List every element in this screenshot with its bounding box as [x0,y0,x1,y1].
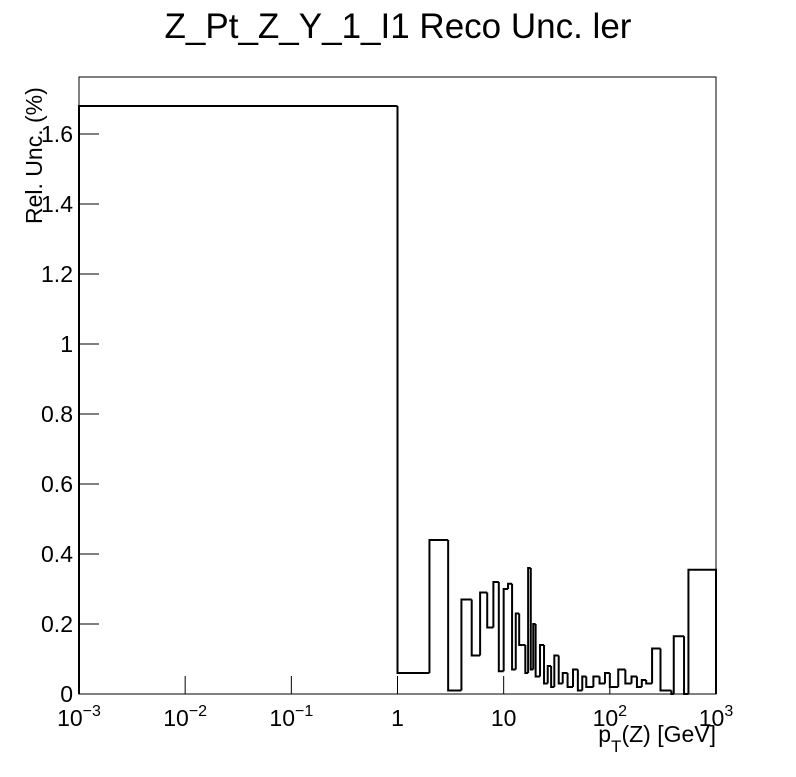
x-tick-exp: −2 [189,703,207,720]
histogram-bin [603,672,610,684]
histogram-bin [539,644,545,677]
histogram-bin [635,676,642,689]
histogram-bin [624,669,632,685]
chart-title: Z_Pt_Z_Y_1_I1 Reco Unc. ler [165,7,632,46]
histogram-bin [553,654,559,688]
histogram-bin [683,636,689,695]
x-label-part: p [598,721,611,747]
histogram-bin [78,105,398,694]
x-axis-label: pT(Z) [GeV] [598,721,716,756]
histogram-bin [585,676,594,689]
histogram-bin [428,539,449,674]
x-tick-exp: −1 [295,703,313,720]
histogram-bin [576,669,583,692]
y-axis-label: Rel. Unc. (%) [21,87,47,224]
y-tick-label: 0 [60,681,73,707]
x-tick-label: 10−2 [163,703,207,731]
histogram-bin [502,588,509,672]
y-tick-label: 1.2 [41,261,73,287]
histogram-bin [566,673,574,689]
x-label-part: (Z) [GeV] [621,721,716,747]
x-tick-base: 10 [269,705,295,731]
x-tick-base: 10 [699,705,725,731]
histogram-bin [518,613,523,647]
x-tick-label: 103 [699,703,734,731]
histogram-bin [534,624,541,678]
histogram-bin [557,655,563,685]
y-tick-label: 0.8 [41,401,73,427]
histogram-bin [630,675,637,684]
histogram-bin [561,672,568,684]
y-tick-label: 1 [60,331,73,357]
x-tick-base: 10 [593,705,619,731]
histogram-bin [672,635,685,694]
histogram-bin [617,668,626,688]
histogram-bin [492,581,499,628]
y-tick-label: 0.6 [41,471,73,497]
x-tick-label: 10−3 [57,703,101,731]
histogram-bin [645,680,653,685]
x-tick-label: 1 [391,705,404,731]
histogram-bin [460,598,472,691]
histogram-bin [396,106,430,675]
histogram-bin [592,675,600,688]
x-label-sub: T [611,737,621,756]
x-tick-exp: 2 [618,703,627,720]
histogram-bin [546,665,552,684]
histogram-bin [497,582,504,673]
histogram-bin [598,676,605,685]
histogram-bin [470,599,481,657]
histogram-bin [550,666,555,689]
y-tick-label: 1.6 [41,121,73,147]
histogram-bin [651,647,661,684]
x-tick-label: 102 [593,703,628,731]
y-tick-label: 0.2 [41,611,73,637]
histogram-bin [687,568,717,694]
histogram-bin [511,583,516,671]
x-tick-label: 10−1 [269,703,313,731]
histogram-bin [524,645,529,675]
y-tick-label: 1.4 [41,191,73,217]
x-tick-exp: −3 [83,703,101,720]
histogram-bin [659,648,672,692]
histogram-bin [527,567,531,674]
histogram-bin [447,540,462,692]
histogram-bin [514,612,520,670]
x-tick-base: 10 [163,705,189,731]
histogram-bin [486,592,494,629]
histogram-bin [608,673,619,689]
histogram-bin [543,645,548,685]
histogram-bin [507,582,513,590]
histogram-bin [640,679,647,688]
histogram-bin [572,668,578,688]
x-tick-exp: 3 [724,703,733,720]
y-tick-label: 0.4 [41,541,73,567]
x-tick-base: 10 [57,705,83,731]
histogram-bin [581,675,587,691]
histogram-bin [479,591,488,656]
x-tick-label: 10 [491,705,517,731]
